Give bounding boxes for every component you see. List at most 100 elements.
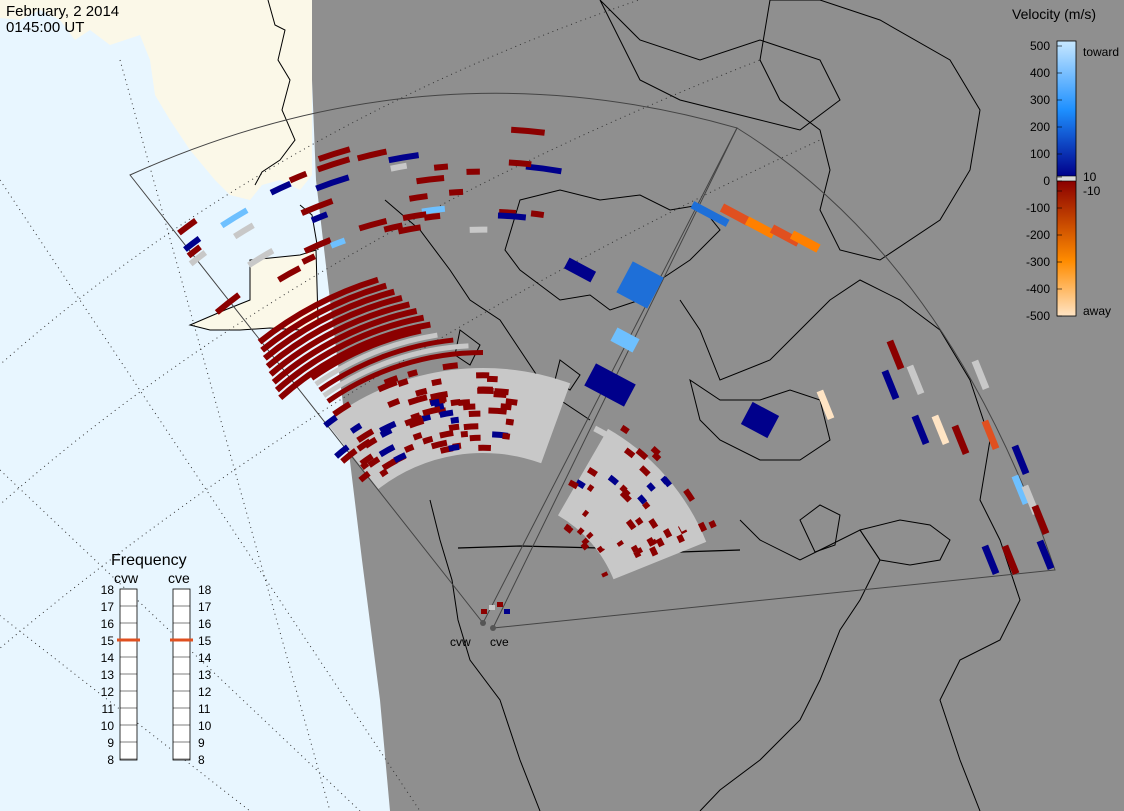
echo-cell xyxy=(601,571,609,578)
echo-cell xyxy=(214,292,241,315)
colorbar-tick-label: -200 xyxy=(1026,228,1050,242)
echo-cell xyxy=(183,236,202,252)
echo-cell xyxy=(580,541,590,551)
echo-cell xyxy=(359,453,374,467)
echo-cell xyxy=(303,237,332,254)
frequency-scale-label-left: 12 xyxy=(101,685,115,699)
echo-cell xyxy=(457,399,471,407)
frequency-scale-label-left: 16 xyxy=(101,617,115,631)
echo-cell xyxy=(450,416,460,424)
echo-cell xyxy=(478,444,492,451)
echo-cell xyxy=(186,244,202,259)
echo-cell xyxy=(697,521,708,533)
echo-cell xyxy=(422,435,434,445)
echo-cell xyxy=(463,423,479,431)
echo-cell xyxy=(510,126,546,136)
cvw-frequency-label: cvw xyxy=(114,570,139,586)
echo-cell xyxy=(433,163,449,171)
sunlit-land-area xyxy=(0,0,312,200)
echo-cell xyxy=(301,253,317,265)
echo-cell xyxy=(951,424,970,456)
echo-cell xyxy=(442,362,459,371)
echo-cell xyxy=(408,193,428,202)
echo-cell xyxy=(468,410,481,418)
echo-cell xyxy=(619,490,632,503)
echo-cell xyxy=(269,180,292,196)
echo-cell xyxy=(421,205,446,215)
echo-cell xyxy=(564,524,574,534)
echo-cell xyxy=(356,438,372,452)
echo-cell xyxy=(508,159,532,168)
echo-cell xyxy=(504,609,510,614)
echo-cell xyxy=(623,447,636,459)
echo-cell xyxy=(393,452,407,464)
colorbar-tick-label: -100 xyxy=(1026,201,1050,215)
echo-cell xyxy=(530,210,545,219)
echo-cell xyxy=(639,465,651,477)
echo-cell xyxy=(360,461,370,470)
echo-cell xyxy=(278,321,431,401)
echo-cell xyxy=(430,391,449,401)
cve-site-label: cve xyxy=(490,635,509,649)
echo-cell xyxy=(404,414,423,427)
echo-cell xyxy=(1036,539,1055,571)
echo-cell xyxy=(744,216,776,239)
echo-cell xyxy=(651,451,662,462)
echo-cell xyxy=(416,174,445,185)
echo-cell xyxy=(300,198,334,216)
echo-cell xyxy=(326,350,483,404)
echo-cell xyxy=(349,422,363,434)
frequency-title: Frequency xyxy=(111,552,187,569)
colorbar-tick-label: 300 xyxy=(1030,93,1050,107)
echo-cell xyxy=(581,509,590,518)
header: February, 2 2014 0145:00 UT xyxy=(6,3,119,36)
echo-cell xyxy=(448,423,460,432)
echo-cell xyxy=(177,217,198,236)
echo-cell xyxy=(326,367,571,490)
frequency-scale-label-left: 14 xyxy=(101,651,115,665)
echo-cell xyxy=(650,445,661,457)
echo-cell xyxy=(318,337,454,392)
echo-cell xyxy=(367,456,381,468)
echo-cell xyxy=(383,222,404,233)
echo-cell xyxy=(675,517,688,532)
echo-cell xyxy=(625,519,637,531)
echo-cell xyxy=(575,479,586,490)
echo-cell xyxy=(1001,544,1020,576)
frequency-scale-label-right: 8 xyxy=(198,753,205,767)
echo-cell xyxy=(412,432,423,441)
echo-cell xyxy=(277,265,302,283)
colorbar-tick-label: -400 xyxy=(1026,282,1050,296)
echo-cell xyxy=(403,443,415,453)
cvw-frequency-bar xyxy=(119,588,138,761)
frequency-scale-label-right: 13 xyxy=(198,668,212,682)
frequency-scale-label-right: 14 xyxy=(198,651,212,665)
echo-cell xyxy=(616,261,664,309)
cvw-site-label: cvw xyxy=(450,635,471,649)
echo-cell xyxy=(422,406,441,417)
echo-cell xyxy=(247,247,275,268)
frequency-scale-label-left: 13 xyxy=(101,668,115,682)
frequency-scale-label-left: 9 xyxy=(107,736,114,750)
echo-cell xyxy=(505,398,518,406)
colorbar-ticks: 500400300200100100-10-100-200-300-400-50… xyxy=(1026,39,1101,323)
echo-cell xyxy=(648,518,659,529)
echo-cell xyxy=(586,467,598,478)
echo-cell xyxy=(356,428,375,443)
frequency-scale-label-left: 17 xyxy=(101,600,115,614)
echo-cell xyxy=(397,378,409,387)
echo-cell xyxy=(415,387,428,397)
echo-cell xyxy=(448,443,460,452)
echo-cell xyxy=(642,501,651,510)
echo-cell xyxy=(317,146,351,162)
colorbar-tick-label: 500 xyxy=(1030,39,1050,53)
echo-cell xyxy=(407,394,428,406)
echo-cell xyxy=(886,339,905,371)
frequency-scale-label-right: 16 xyxy=(198,617,212,631)
echo-cell xyxy=(402,211,427,222)
echo-cell xyxy=(906,364,925,396)
echo-cell xyxy=(486,375,498,383)
echo-cell xyxy=(497,212,527,221)
echo-cell xyxy=(502,432,511,440)
echo-cell xyxy=(423,212,441,221)
